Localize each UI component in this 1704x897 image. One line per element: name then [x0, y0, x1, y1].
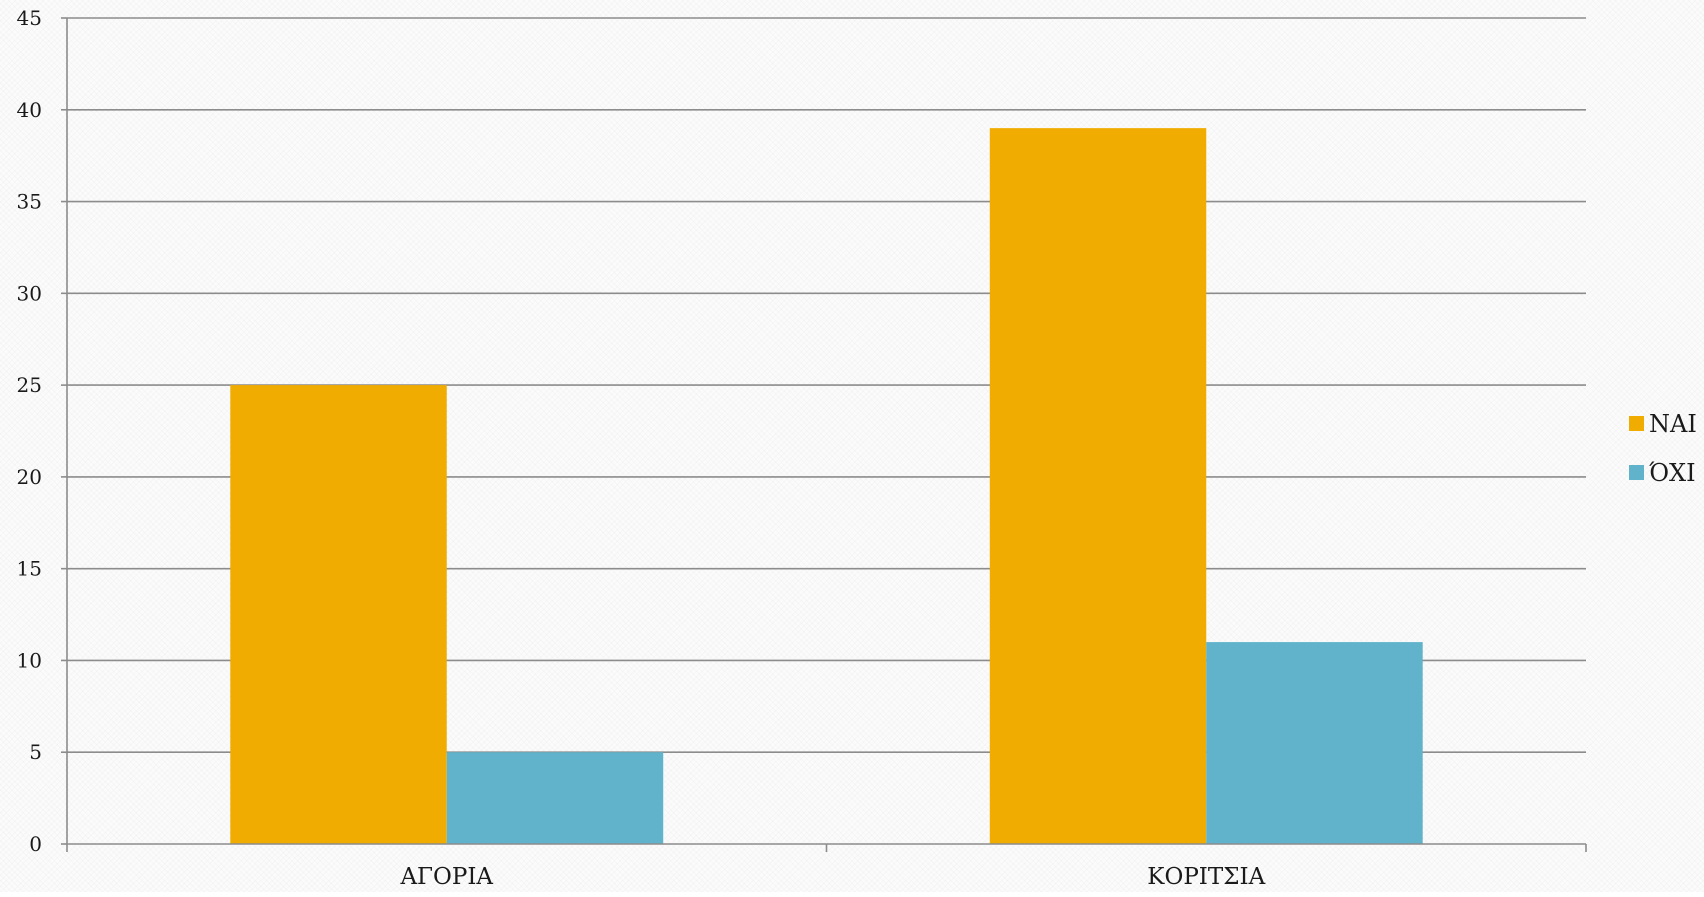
- bar-nai: [990, 128, 1206, 844]
- bar-oxi: [1206, 642, 1422, 844]
- bar-oxi: [447, 752, 663, 844]
- y-tick-label: 30: [17, 281, 42, 305]
- legend-label: ΌΧΙ: [1649, 459, 1696, 487]
- y-tick-label: 5: [29, 740, 42, 764]
- x-category-label: ΚΟΡΙΤΣΙΑ: [1147, 864, 1265, 890]
- x-axis-category-labels: ΑΓΟΡΙΑ ΚΟΡΙΤΣΙΑ: [399, 864, 1265, 890]
- legend-swatch: [1629, 416, 1644, 431]
- y-tick-label: 0: [29, 832, 42, 856]
- y-axis-tick-labels: 0 5 10 15 20 25 30 35 40 45: [17, 6, 42, 856]
- y-tick-label: 15: [17, 557, 42, 581]
- legend-label: ΝΑΙ: [1649, 410, 1697, 438]
- bar-nai: [230, 385, 446, 844]
- y-tick-label: 25: [17, 373, 42, 397]
- y-tick-label: 45: [17, 6, 42, 30]
- bars: [230, 128, 1422, 844]
- legend: ΝΑΙ ΌΧΙ: [1629, 410, 1697, 487]
- y-tick-label: 20: [17, 465, 42, 489]
- y-tick-label: 40: [17, 98, 42, 122]
- y-tick-label: 10: [17, 648, 42, 672]
- x-category-label: ΑΓΟΡΙΑ: [399, 864, 493, 890]
- legend-swatch: [1629, 465, 1644, 480]
- y-tick-label: 35: [17, 190, 42, 214]
